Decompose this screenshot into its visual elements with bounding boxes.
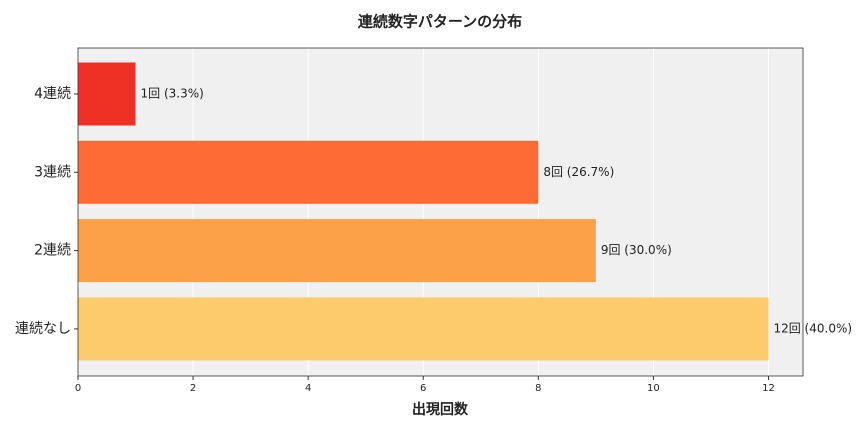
- x-tick-label: 4: [305, 383, 311, 394]
- value-label: 1回 (3.3%): [141, 87, 204, 101]
- bar: [78, 62, 136, 126]
- x-axis-label: 出現回数: [412, 401, 469, 418]
- chart-title: 連続数字パターンの分布: [358, 13, 522, 31]
- value-label: 8回 (26.7%): [543, 165, 614, 179]
- x-tick-label: 2: [190, 383, 196, 394]
- y-tick-label: 4連続: [34, 85, 71, 102]
- y-tick-label: 3連続: [34, 163, 71, 180]
- bar: [78, 297, 769, 361]
- x-tick-label: 10: [647, 383, 660, 394]
- x-tick-label: 12: [762, 383, 775, 394]
- y-tick-label: 連続なし: [15, 320, 71, 337]
- x-tick-label: 6: [420, 383, 426, 394]
- x-tick-label: 0: [75, 383, 81, 394]
- value-label: 9回 (30.0%): [601, 243, 672, 257]
- y-tick-label: 2連続: [34, 242, 71, 259]
- value-label: 12回 (40.0%): [773, 321, 852, 335]
- bar: [78, 140, 539, 204]
- x-tick-label: 8: [535, 383, 541, 394]
- bar: [78, 219, 596, 283]
- plot-frame: [77, 47, 804, 377]
